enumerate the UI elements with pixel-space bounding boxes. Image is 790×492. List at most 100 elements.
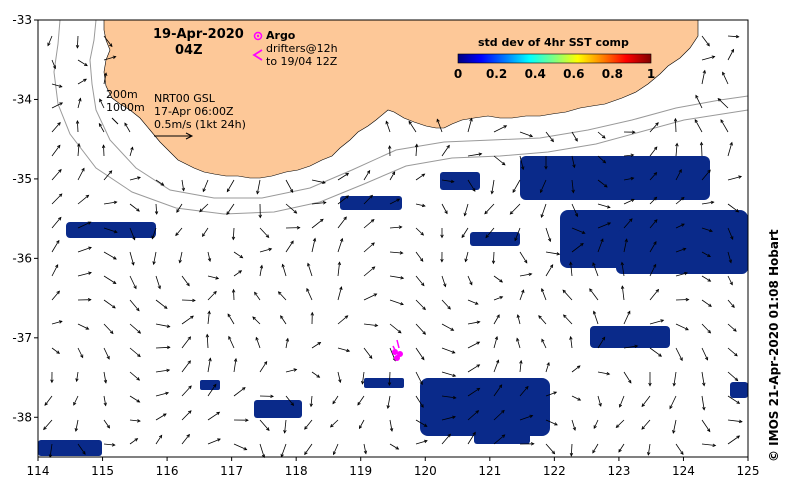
current-arrow: [129, 251, 134, 266]
current-arrow-head: [319, 218, 324, 223]
current-arrow-head: [329, 423, 334, 428]
current-arrow-head: [361, 380, 365, 385]
current-arrow: [333, 443, 339, 455]
current-arrow: [155, 203, 158, 215]
current-arrow: [571, 395, 581, 401]
map-title-time: 04Z: [175, 43, 203, 58]
current-arrow: [701, 275, 711, 282]
current-arrow: [77, 120, 79, 133]
current-arrow-head: [653, 241, 657, 245]
current-arrow: [389, 275, 404, 279]
current-arrow-head: [57, 121, 61, 126]
current-arrow: [363, 266, 375, 277]
current-arrow: [570, 336, 573, 349]
current-arrow-head: [606, 205, 611, 209]
current-arrow-head: [592, 449, 596, 454]
current-arrow-head: [675, 142, 679, 147]
current-arrow: [623, 239, 628, 253]
current-arrow: [701, 371, 705, 386]
current-arrow: [441, 179, 454, 183]
current-arrow: [51, 240, 60, 253]
current-arrow-head: [569, 335, 573, 340]
current-arrow-head: [571, 189, 575, 194]
sst-patch: [730, 382, 748, 398]
current-arrow-head: [476, 320, 481, 324]
current-arrow-head: [205, 333, 210, 338]
current-arrow-head: [268, 247, 273, 252]
current-arrow-head: [158, 434, 163, 439]
current-arrow: [727, 395, 740, 404]
current-arrow: [597, 238, 604, 253]
current-arrow: [103, 275, 117, 284]
current-arrow: [623, 218, 633, 229]
current-arrow: [415, 440, 428, 445]
current-arrow-head: [707, 428, 711, 433]
current-arrow-head: [231, 288, 236, 293]
current-arrow: [51, 290, 60, 301]
current-arrow-head: [255, 336, 259, 341]
current-arrow-head: [293, 210, 298, 214]
current-arrow-head: [618, 403, 623, 408]
current-arrow-head: [137, 176, 141, 180]
current-arrow-head: [213, 290, 217, 295]
current-arrow-head: [607, 222, 612, 226]
sst-patch: [616, 230, 748, 274]
current-arrow: [233, 270, 242, 277]
current-arrow-head: [47, 42, 51, 47]
current-arrow-head: [421, 356, 425, 361]
current-arrow-head: [485, 234, 489, 239]
current-arrow: [415, 227, 424, 236]
current-arrow-head: [202, 188, 206, 193]
current-arrow: [129, 299, 140, 311]
current-arrow: [467, 179, 476, 192]
current-arrow-head: [720, 119, 724, 123]
current-arrow: [493, 336, 498, 349]
current-arrow: [207, 275, 219, 279]
current-arrow-head: [685, 327, 689, 331]
current-arrow-head: [366, 169, 371, 174]
current-arrow-head: [452, 415, 456, 420]
current-arrow: [727, 435, 740, 445]
current-arrow: [181, 434, 190, 445]
current-arrow: [77, 323, 89, 330]
current-arrow-head: [374, 323, 379, 327]
current-arrow-head: [630, 176, 635, 181]
current-arrow-head: [541, 287, 545, 292]
sst-patch: [520, 156, 710, 200]
current-arrow: [441, 347, 455, 354]
current-arrow-head: [87, 221, 92, 225]
current-arrow: [77, 98, 81, 109]
current-arrow: [129, 177, 141, 181]
current-arrow-head: [226, 211, 230, 216]
current-arrow-head: [208, 357, 212, 362]
current-arrow: [207, 311, 210, 325]
current-arrow-head: [283, 429, 287, 434]
current-arrow-head: [368, 355, 373, 359]
current-arrow: [51, 122, 61, 133]
current-arrow-head: [606, 371, 611, 376]
current-arrow-head: [695, 94, 699, 99]
argo-label: Argo: [266, 29, 296, 42]
current-arrow: [311, 371, 320, 378]
current-arrow: [129, 323, 141, 334]
current-arrow: [77, 35, 79, 48]
current-arrow-head: [340, 237, 344, 242]
drifters-label: drifters@12h: [266, 42, 338, 55]
current-arrow-head: [75, 378, 79, 383]
current-arrow-head: [501, 409, 505, 414]
current-arrow-head: [641, 426, 645, 430]
drifters-range: to 19/04 12Z: [266, 55, 338, 68]
current-arrow-head: [136, 208, 140, 212]
current-arrow: [103, 443, 115, 446]
current-arrow: [436, 119, 443, 133]
current-arrow-head: [281, 263, 285, 268]
current-arrow: [337, 347, 350, 352]
current-arrow-head: [443, 283, 447, 288]
current-arrow: [538, 315, 547, 325]
current-arrow-head: [491, 260, 496, 265]
current-arrow-head: [708, 303, 712, 307]
current-arrow-head: [74, 427, 79, 432]
current-arrow-head: [357, 401, 361, 406]
current-arrow: [571, 179, 574, 193]
current-arrow-head: [285, 337, 289, 342]
